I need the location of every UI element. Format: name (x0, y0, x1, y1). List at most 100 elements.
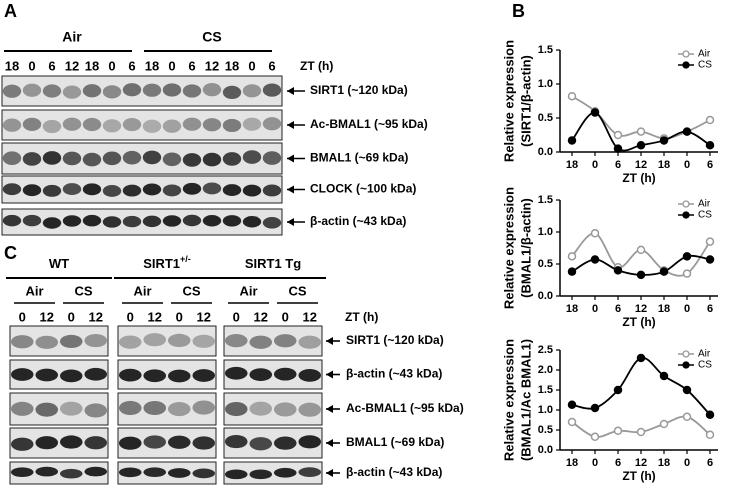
strain-name: SIRT1 (143, 256, 180, 271)
y-axis-label: (BMAL1/β-actin) (518, 198, 533, 298)
blot-band (22, 152, 42, 166)
x-tick-label: 0 (684, 457, 690, 469)
blot-band (242, 117, 262, 131)
legend-marker (682, 350, 690, 358)
blot-band (142, 215, 162, 228)
data-point (705, 430, 715, 440)
blot-band (262, 217, 282, 229)
arrow-head (287, 154, 294, 163)
blot-band (182, 84, 202, 98)
group-label: CS (182, 283, 200, 298)
blot-band (224, 334, 248, 348)
lane-label: 0 (282, 309, 289, 324)
y-tick-label: 0.0 (538, 290, 553, 302)
blot-band (84, 403, 108, 418)
blot-band (84, 436, 108, 450)
lane-label: 0 (68, 309, 75, 324)
blot-band (162, 152, 182, 167)
blot-band (222, 215, 242, 227)
y-tick-label: 1.5 (538, 384, 553, 396)
x-tick-label: 0 (592, 159, 598, 171)
blot-band (262, 184, 282, 197)
lane-label: 0 (108, 58, 115, 73)
blot-band (42, 151, 62, 165)
arrow-head (287, 87, 294, 95)
blot-band (10, 368, 34, 381)
blot-band (10, 401, 34, 416)
blot-label: SIRT1 (~120 kDa) (346, 333, 444, 347)
data-point (590, 108, 600, 117)
blot-band (62, 183, 82, 196)
blot-band (118, 368, 142, 382)
data-point (636, 140, 646, 150)
blot-band (35, 402, 59, 417)
x-tick-label: 18 (658, 303, 670, 315)
arrow-head (287, 218, 294, 226)
group-label: Air (133, 283, 151, 298)
lane-label: 12 (65, 58, 79, 73)
data-point (636, 245, 646, 255)
y-tick-label: 2.0 (538, 364, 553, 376)
blot-band (202, 215, 222, 227)
x-tick-label: 0 (684, 159, 690, 171)
blot-label: BMAL1 (~69 kDa) (346, 435, 444, 449)
legend-marker (682, 361, 690, 369)
blot-band (84, 466, 108, 477)
data-point (636, 127, 646, 136)
blot-band (298, 467, 322, 477)
legend-label: Air (698, 49, 711, 60)
blot-band (102, 85, 122, 99)
blot-band (2, 214, 22, 227)
data-point (613, 266, 623, 275)
x-tick-label: 6 (615, 303, 621, 315)
group-label: CS (74, 283, 92, 298)
blot-band (192, 400, 216, 415)
lane-label: 0 (233, 309, 240, 324)
data-point (590, 403, 600, 413)
blot-band (84, 333, 108, 348)
data-point (705, 255, 715, 264)
strain-label: SIRT1 Tg (245, 256, 301, 271)
lane-label: 6 (48, 58, 55, 73)
group-label: Air (239, 283, 257, 298)
blot-band (167, 333, 191, 348)
strain-label: WT (49, 256, 69, 271)
blot-band (35, 466, 59, 477)
blot-band (62, 151, 82, 166)
blot-band (59, 334, 83, 349)
blot-band (273, 436, 297, 450)
arrow-head (287, 185, 294, 194)
blot-band (142, 83, 162, 97)
strain-name: WT (49, 256, 69, 271)
blot-band (42, 119, 62, 134)
x-tick-label: 18 (566, 457, 578, 469)
blot-band (167, 468, 191, 478)
y-axis-label: (SIRT1/β-actin) (518, 55, 533, 147)
y-axis-label: Relative expression (501, 339, 516, 461)
lane-label: 0 (127, 309, 134, 324)
data-point (636, 353, 646, 363)
blot-band (122, 184, 142, 197)
blot-band (224, 469, 248, 480)
blot-band (102, 216, 122, 228)
data-point (705, 115, 715, 125)
y-tick-label: 0.0 (538, 146, 553, 158)
blot-band (35, 335, 59, 349)
blot-label: β-actin (~43 kDa) (346, 367, 442, 381)
zt-label: ZT (h) (345, 310, 378, 324)
blot-band (22, 117, 42, 131)
group-label: CS (288, 283, 306, 298)
blot (223, 325, 323, 357)
legend-marker (682, 61, 690, 69)
blot-label: Ac-BMAL1 (~95 kDa) (310, 117, 428, 131)
legend-marker (682, 200, 690, 208)
y-tick-label: 1.0 (538, 78, 553, 90)
blot-band (202, 118, 222, 132)
blot-band (222, 152, 242, 166)
y-tick-label: 1.5 (538, 194, 553, 206)
blot-band (22, 184, 42, 197)
blot-band (273, 367, 297, 381)
x-tick-label: 6 (707, 457, 713, 469)
blot-label: SIRT1 (~120 kDa) (310, 83, 408, 97)
group-label: Air (62, 29, 82, 45)
